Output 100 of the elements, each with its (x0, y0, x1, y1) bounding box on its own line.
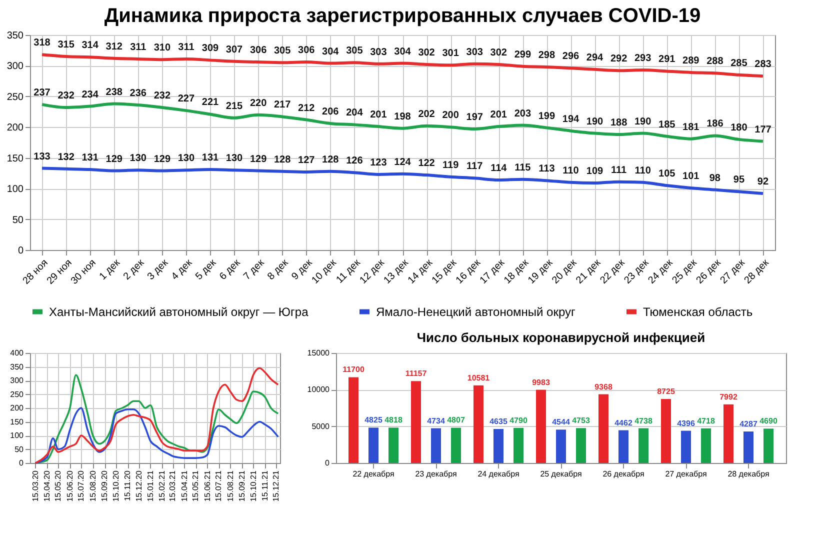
data-label: 289 (682, 55, 700, 66)
x-tick-label: 15.01.21 (146, 470, 155, 502)
data-label: 132 (58, 152, 75, 163)
y-tick-label: 0 (18, 246, 24, 256)
data-label: 128 (322, 154, 340, 166)
data-label: 291 (658, 54, 676, 66)
y-tick-label: 5000 (312, 422, 330, 431)
data-label: 4718 (697, 416, 716, 426)
data-label: 114 (490, 162, 508, 174)
data-label: 217 (274, 100, 292, 111)
y-tick-label: 0 (19, 458, 24, 468)
data-label: 119 (442, 160, 460, 171)
bar (556, 430, 566, 463)
data-label: 11157 (405, 369, 428, 378)
data-label: 306 (250, 45, 268, 56)
data-label: 306 (298, 45, 316, 56)
data-label: 197 (466, 112, 484, 123)
data-label: 188 (610, 118, 628, 129)
x-tick-label: 15.05.21 (191, 470, 200, 502)
x-tick-label: 15.05.20 (54, 470, 63, 502)
data-label: 122 (418, 158, 436, 170)
bar (388, 428, 398, 463)
data-label: 129 (250, 154, 268, 165)
data-label: 232 (58, 90, 75, 102)
y-tick-label: 250 (10, 390, 24, 399)
x-tick-label: 7 дек (242, 257, 268, 282)
y-tick-label: 250 (6, 92, 24, 103)
data-label: 206 (322, 106, 340, 118)
data-label: 194 (562, 114, 580, 125)
bar (681, 430, 691, 463)
data-label: 293 (634, 53, 652, 64)
data-label: 221 (202, 97, 220, 108)
y-tick-label: 150 (10, 417, 24, 426)
data-label: 9368 (594, 382, 613, 392)
x-tick-label: 22 декабря (352, 470, 394, 478)
data-label: 131 (202, 152, 220, 164)
x-tick-label: 15.04.20 (42, 470, 52, 502)
data-label: 4635 (490, 417, 508, 426)
data-label: 4544 (552, 418, 570, 427)
data-label: 238 (106, 86, 123, 98)
x-tick-label: 15.11.20 (123, 470, 132, 502)
x-tick-label: 15.08.21 (226, 470, 235, 502)
x-tick-label: 15.06.21 (202, 470, 212, 502)
y-tick-label: 150 (6, 153, 24, 164)
data-label: 133 (34, 151, 51, 162)
data-label: 212 (298, 102, 316, 114)
data-label: 95 (733, 174, 745, 186)
y-tick-label: 50 (12, 214, 24, 226)
data-label: 190 (634, 116, 652, 128)
data-label: 101 (682, 170, 700, 182)
data-label: 303 (466, 46, 484, 58)
legend-label: Тюменская область (643, 304, 753, 319)
legend-label: Ямало-Ненецкий автономный округ (376, 304, 576, 319)
data-label: 10581 (467, 373, 490, 382)
x-tick-label: 28 декабря (728, 470, 770, 478)
data-label: 201 (370, 110, 388, 121)
data-label: 109 (586, 166, 604, 178)
data-label: 204 (346, 108, 364, 119)
data-label: 318 (34, 38, 51, 49)
y-tick-label: 15000 (307, 348, 330, 358)
bar (514, 428, 524, 463)
data-label: 11700 (342, 365, 365, 374)
bar (576, 428, 586, 463)
data-label: 180 (730, 122, 748, 134)
x-tick-label: 3 дек (146, 257, 171, 282)
data-label: 111 (610, 164, 628, 176)
data-label: 4462 (614, 418, 633, 428)
data-label: 236 (130, 88, 147, 100)
data-label: 296 (562, 51, 580, 62)
bar (368, 428, 378, 463)
data-label: 105 (658, 168, 676, 180)
bar (451, 428, 461, 463)
chart-title: Число больных коронавирусной инфекцией (416, 330, 706, 345)
x-tick-label: 24 декабря (478, 470, 520, 478)
data-label: 299 (514, 49, 532, 60)
data-label: 4790 (510, 416, 528, 425)
bar (494, 429, 504, 463)
data-label: 304 (394, 46, 412, 58)
bar (411, 381, 421, 463)
bar (618, 430, 628, 463)
data-label: 4738 (634, 416, 653, 426)
data-label: 4753 (572, 416, 590, 426)
data-label: 117 (466, 161, 484, 172)
data-label: 301 (442, 48, 460, 60)
data-label: 186 (706, 118, 724, 130)
x-tick-label: 2 дек (122, 257, 147, 282)
x-tick-label: 25 декабря (540, 470, 582, 478)
data-label: 305 (346, 46, 364, 57)
bar (764, 428, 774, 463)
y-tick-label: 400 (10, 348, 24, 358)
data-label: 305 (274, 46, 292, 57)
bar (598, 394, 608, 463)
data-label: 302 (418, 47, 436, 58)
x-tick-label: 15.12.20 (134, 470, 144, 502)
data-label: 92 (757, 176, 769, 188)
data-label: 190 (586, 116, 604, 128)
data-label: 110 (562, 165, 580, 176)
data-label: 185 (658, 119, 676, 130)
data-label: 215 (226, 100, 244, 112)
x-tick-label: 15.09.20 (100, 470, 110, 502)
